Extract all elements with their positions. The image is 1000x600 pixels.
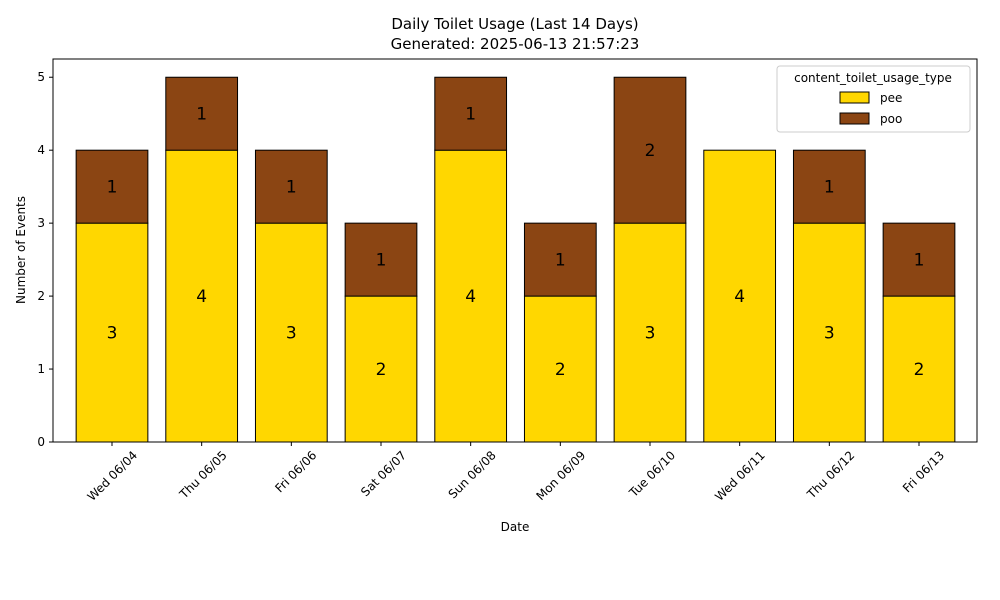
y-tick-label: 2 — [37, 289, 45, 303]
legend-title: content_toilet_usage_type — [794, 71, 952, 85]
bar-poo — [75, 149, 149, 224]
bar-pee — [523, 295, 597, 443]
y-tick-label: 4 — [37, 143, 45, 157]
legend-frame — [776, 65, 971, 133]
bar-pee — [254, 222, 328, 443]
bar-pee — [75, 222, 149, 443]
bar-poo — [882, 222, 956, 297]
data-label-poo: 1 — [107, 178, 118, 198]
data-label-pee: 4 — [465, 287, 476, 307]
bars-group — [75, 76, 956, 443]
x-tick-label: Mon 06/09 — [534, 448, 589, 503]
data-label-poo: 1 — [465, 105, 476, 125]
legend-swatch-pee — [839, 91, 870, 104]
plot-area-frame — [52, 58, 978, 443]
bar-poo — [792, 149, 866, 224]
x-axis-label: Date — [501, 520, 530, 534]
y-axis: 0 1 2 3 4 5 — [37, 70, 53, 449]
data-label-poo: 1 — [824, 178, 835, 198]
chart-title: Daily Toilet Usage (Last 14 Days) — [391, 15, 638, 33]
y-tick-label: 5 — [37, 70, 45, 84]
x-tick-label: Wed 06/11 — [712, 448, 768, 504]
data-label-pee: 3 — [645, 324, 656, 344]
x-tick-label: Tue 06/10 — [626, 448, 678, 500]
bar-pee — [882, 295, 956, 443]
data-label-pee: 3 — [107, 324, 118, 344]
bar-poo — [613, 76, 687, 224]
bar-poo — [434, 76, 508, 151]
x-tick-label: Thu 06/05 — [176, 448, 230, 502]
legend: content_toilet_usage_type pee poo — [776, 65, 971, 133]
data-label-poo: 2 — [645, 141, 656, 161]
y-tick-label: 3 — [37, 216, 45, 230]
x-tick-label: Fri 06/13 — [900, 448, 947, 495]
data-label-poo: 1 — [196, 105, 207, 125]
data-label-poo: 1 — [376, 251, 387, 271]
y-axis-label: Number of Events — [14, 196, 28, 304]
data-label-poo: 1 — [555, 251, 566, 271]
legend-label-pee: pee — [880, 91, 902, 105]
data-label-pee: 2 — [376, 360, 387, 380]
data-label-poo: 1 — [914, 251, 925, 271]
chart-subtitle: Generated: 2025-06-13 21:57:23 — [391, 35, 640, 53]
data-label-pee: 4 — [196, 287, 207, 307]
x-tick-label: Sat 06/07 — [358, 448, 409, 499]
x-tick-label: Wed 06/04 — [85, 448, 141, 504]
data-label-pee: 2 — [914, 360, 925, 380]
legend-swatch-poo — [839, 112, 870, 125]
y-tick-label: 0 — [37, 435, 45, 449]
data-labels-group: 3 1 4 1 3 1 2 1 4 1 2 1 3 2 4 3 1 2 1 — [107, 105, 925, 380]
bar-poo — [344, 222, 418, 297]
legend-label-poo: poo — [880, 112, 902, 126]
data-label-poo: 1 — [286, 178, 297, 198]
data-label-pee: 4 — [734, 287, 745, 307]
x-tick-label: Sun 06/08 — [446, 448, 499, 501]
bar-poo — [165, 76, 239, 151]
bar-pee — [613, 222, 687, 443]
bar-poo — [523, 222, 597, 297]
data-label-pee: 3 — [824, 324, 835, 344]
x-tick-label: Thu 06/12 — [804, 448, 858, 502]
bar-poo — [254, 149, 328, 224]
x-axis: Wed 06/04 Thu 06/05 Fri 06/06 Sat 06/07 Sun … — [85, 442, 947, 504]
bar-pee — [792, 222, 866, 443]
data-label-pee: 3 — [286, 324, 297, 344]
y-tick-label: 1 — [37, 362, 45, 376]
bar-pee — [703, 149, 777, 443]
x-tick-label: Fri 06/06 — [272, 448, 319, 495]
data-label-pee: 2 — [555, 360, 566, 380]
